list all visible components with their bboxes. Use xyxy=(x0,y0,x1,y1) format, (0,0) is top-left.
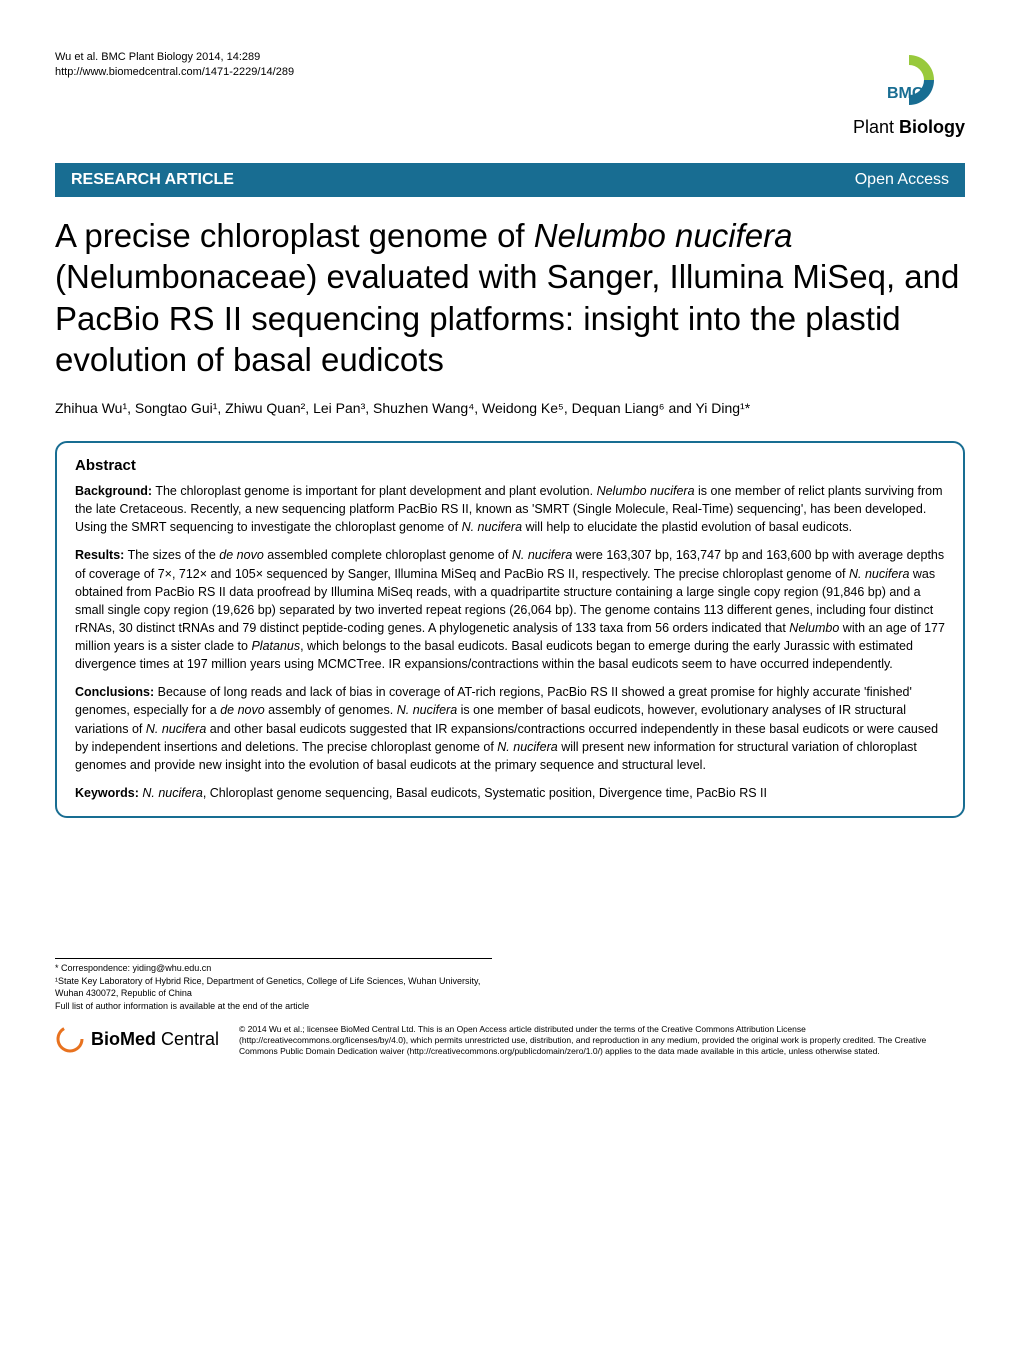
correspondence-block: * Correspondence: yiding@whu.edu.cn ¹Sta… xyxy=(55,958,492,1012)
results-label: Results: xyxy=(75,548,124,562)
author-list: Zhihua Wu¹, Songtao Gui¹, Zhiwu Quan², L… xyxy=(55,400,965,416)
abstract-heading: Abstract xyxy=(75,457,945,474)
conclusions-text-2: assembly of genomes. xyxy=(265,703,397,717)
biomed-central-logo: BioMed Central xyxy=(55,1024,219,1054)
background-label: Background: xyxy=(75,484,152,498)
biomed-text: BioMed Central xyxy=(91,1029,219,1050)
page-container: Wu et al. BMC Plant Biology 2014, 14:289… xyxy=(0,0,1020,1088)
results-italic-4: Nelumbo xyxy=(789,621,839,635)
abstract-results: Results: The sizes of the de novo assemb… xyxy=(75,546,945,673)
results-italic-2: N. nucifera xyxy=(512,548,572,562)
bmc-logo-text: Plant Biology xyxy=(853,117,965,138)
bmc-logo: BMC Plant Biology xyxy=(853,50,965,138)
results-italic-1: de novo xyxy=(219,548,263,562)
logo-text-bold: Biology xyxy=(899,117,965,137)
citation-line-1: Wu et al. BMC Plant Biology 2014, 14:289 xyxy=(55,50,294,65)
conclusions-italic-3: N. nucifera xyxy=(146,722,206,736)
article-title: A precise chloroplast genome of Nelumbo … xyxy=(55,215,965,380)
abstract-background: Background: The chloroplast genome is im… xyxy=(75,482,945,536)
background-italic-2: N. nucifera xyxy=(462,520,522,534)
abstract-conclusions: Conclusions: Because of long reads and l… xyxy=(75,683,945,774)
results-text-1: The sizes of the xyxy=(124,548,219,562)
footer-section: * Correspondence: yiding@whu.edu.cn ¹Sta… xyxy=(55,958,965,1058)
conclusions-label: Conclusions: xyxy=(75,685,154,699)
open-access-label: Open Access xyxy=(855,171,949,189)
keywords-italic: N. nucifera xyxy=(139,786,203,800)
title-part-1: A precise chloroplast genome of xyxy=(55,217,534,254)
bmc-logo-icon: BMC xyxy=(879,50,939,110)
background-text-3: will help to elucidate the plastid evolu… xyxy=(522,520,852,534)
citation-block: Wu et al. BMC Plant Biology 2014, 14:289… xyxy=(55,50,294,81)
conclusions-italic-2: N. nucifera xyxy=(397,703,457,717)
biomed-icon xyxy=(55,1024,85,1054)
logo-text-regular: Plant xyxy=(853,117,899,137)
abstract-container: Abstract Background: The chloroplast gen… xyxy=(55,441,965,818)
background-italic-1: Nelumbo nucifera xyxy=(597,484,695,498)
article-type-bar: RESEARCH ARTICLE Open Access xyxy=(55,163,965,197)
conclusions-italic-1: de novo xyxy=(220,703,264,717)
results-italic-5: Platanus xyxy=(251,639,300,653)
keywords-section: Keywords: N. nucifera, Chloroplast genom… xyxy=(75,784,945,802)
citation-line-2: http://www.biomedcentral.com/1471-2229/1… xyxy=(55,65,294,80)
title-italic-1: Nelumbo nucifera xyxy=(534,217,793,254)
correspondence-line-1: * Correspondence: yiding@whu.edu.cn xyxy=(55,962,492,975)
page-header: Wu et al. BMC Plant Biology 2014, 14:289… xyxy=(55,50,965,138)
results-italic-3: N. nucifera xyxy=(849,567,909,581)
correspondence-line-2: ¹State Key Laboratory of Hybrid Rice, De… xyxy=(55,975,492,1000)
article-type-label: RESEARCH ARTICLE xyxy=(71,171,234,189)
results-text-2: assembled complete chloroplast genome of xyxy=(264,548,512,562)
keywords-text: , Chloroplast genome sequencing, Basal e… xyxy=(203,786,767,800)
license-text: © 2014 Wu et al.; licensee BioMed Centra… xyxy=(239,1024,965,1057)
biomed-regular: Central xyxy=(156,1029,219,1049)
license-row: BioMed Central © 2014 Wu et al.; license… xyxy=(55,1024,965,1057)
background-text-1: The chloroplast genome is important for … xyxy=(152,484,596,498)
keywords-label: Keywords: xyxy=(75,786,139,800)
conclusions-italic-4: N. nucifera xyxy=(497,740,557,754)
biomed-bold: BioMed xyxy=(91,1029,156,1049)
svg-text:BMC: BMC xyxy=(887,85,924,102)
title-part-2: (Nelumbonaceae) evaluated with Sanger, I… xyxy=(55,258,959,378)
correspondence-line-3: Full list of author information is avail… xyxy=(55,1000,492,1013)
